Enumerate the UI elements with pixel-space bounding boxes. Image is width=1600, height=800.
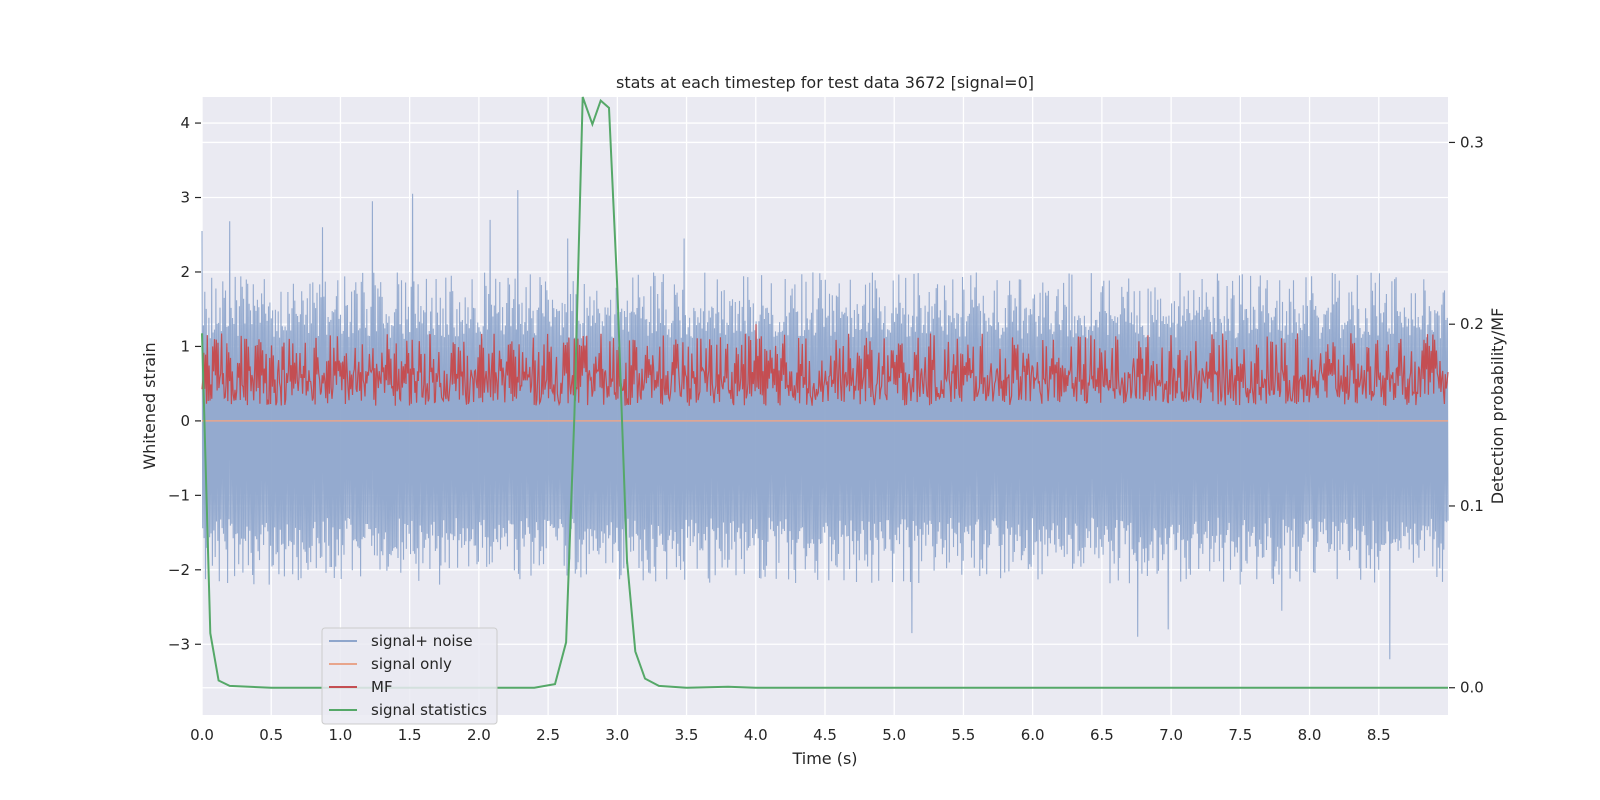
x-tick-label: 5.5	[952, 726, 976, 744]
y-tick-label: 0	[180, 412, 190, 430]
legend-label-signal-only: signal only	[371, 655, 452, 673]
x-tick-label: 4.5	[813, 726, 837, 744]
legend-label-signal-noise: signal+ noise	[371, 632, 473, 650]
x-axis: 0.0 0.5 1.0 1.5 2.0 2.5 3.0 3.5 4.0 4.5 5.0 5.5 6.0 6…	[190, 726, 1391, 744]
y-tick-label: −1	[168, 486, 190, 504]
y-tick-label: 4	[180, 114, 190, 132]
x-tick-label: 6.5	[1090, 726, 1114, 744]
y-tick-label: 3	[180, 189, 190, 207]
x-tick-label: 2.0	[467, 726, 491, 744]
x-tick-label: 6.0	[1021, 726, 1045, 744]
legend-box	[321, 627, 498, 725]
x-tick-label: 1.0	[329, 726, 353, 744]
x-tick-label: 2.5	[536, 726, 560, 744]
y2-axis-label: Detection probability/MF	[1488, 308, 1507, 505]
y2-tick-label: 0.2	[1460, 315, 1484, 333]
series-mf-line	[201, 324, 1449, 407]
x-tick-label: 7.0	[1159, 726, 1183, 744]
y-tick-label: 1	[180, 337, 190, 355]
chart-title: stats at each timestep for test data 367…	[616, 73, 1034, 92]
legend: signal+ noise signal only MF signal stat…	[321, 627, 498, 725]
y-axis-right: 0.0 0.1 0.2 0.3	[1449, 133, 1484, 697]
y2-tick-label: 0.3	[1460, 133, 1484, 151]
series-layer	[201, 96, 1449, 689]
series-signal-noise-line	[201, 190, 1449, 660]
x-tick-label: 7.5	[1228, 726, 1252, 744]
x-tick-label: 3.5	[675, 726, 699, 744]
y2-tick-label: 0.1	[1460, 497, 1484, 515]
x-tick-label: 4.0	[744, 726, 768, 744]
y-tick-label: −3	[168, 635, 190, 653]
series-signal-statistics-line	[201, 96, 1448, 689]
y-axis-left: −3 −2 −1 0 1 2 3 4	[168, 114, 201, 653]
y-axis-label: Whitened strain	[140, 342, 159, 469]
x-tick-label: 8.0	[1298, 726, 1322, 744]
y-tick-label: −2	[168, 561, 190, 579]
x-tick-label: 1.5	[398, 726, 422, 744]
x-axis-label: Time (s)	[791, 749, 857, 768]
legend-label-signal-statistics: signal statistics	[371, 701, 487, 719]
x-tick-label: 0.0	[190, 726, 214, 744]
x-tick-label: 8.5	[1367, 726, 1391, 744]
y2-tick-label: 0.0	[1460, 679, 1484, 697]
x-tick-label: 5.0	[882, 726, 906, 744]
x-tick-label: 0.5	[259, 726, 283, 744]
x-tick-label: 3.0	[605, 726, 629, 744]
legend-label-mf: MF	[371, 678, 393, 696]
y-tick-label: 2	[180, 263, 190, 281]
